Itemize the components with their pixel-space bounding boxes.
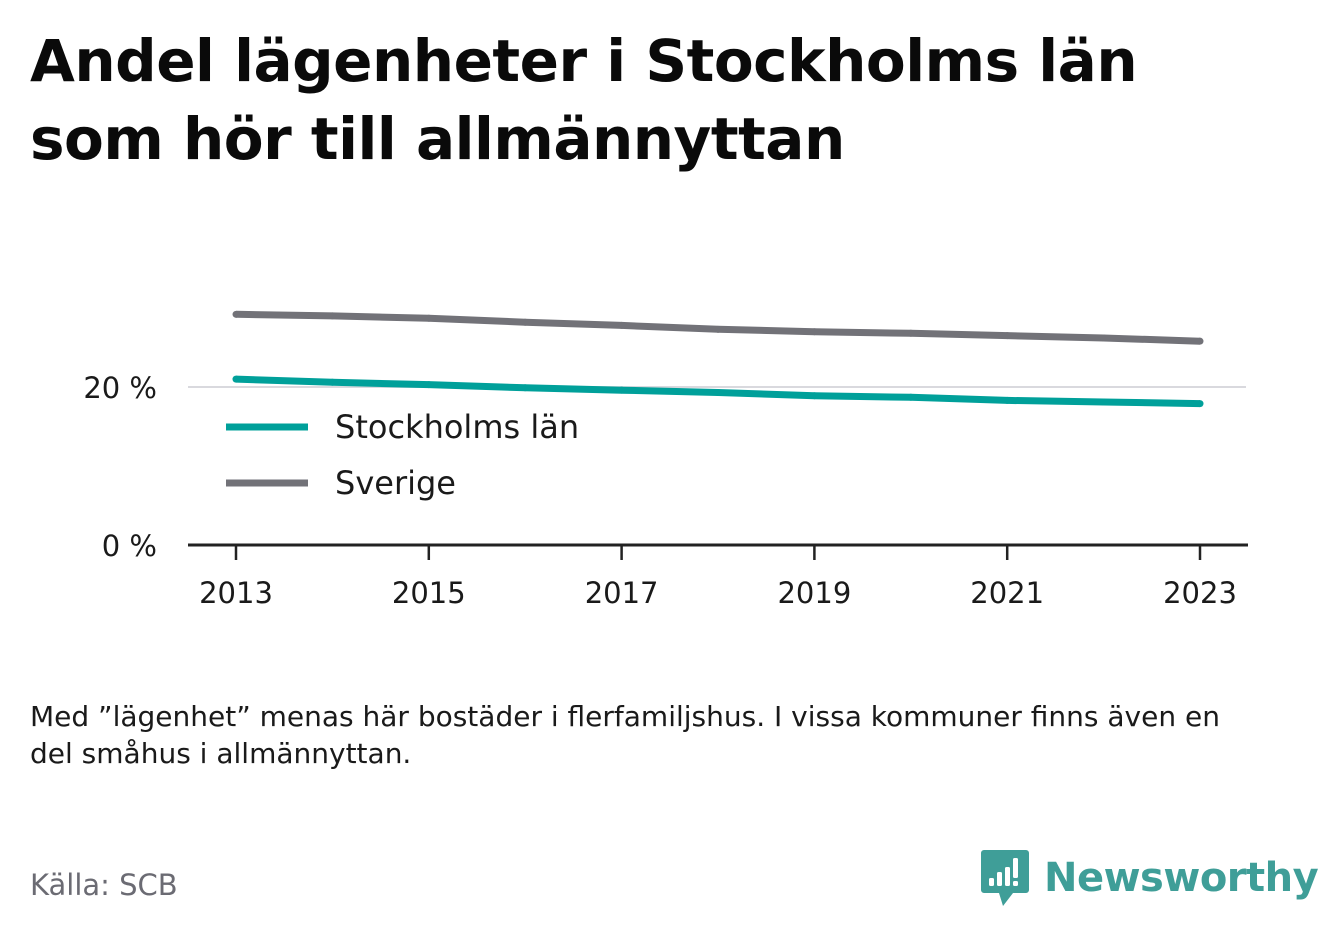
source-label: Källa: SCB bbox=[30, 868, 178, 902]
x-tick-label-2023: 2023 bbox=[1163, 576, 1237, 610]
chart-note: Med ”lägenhet” menas här bostäder i fler… bbox=[30, 700, 1220, 770]
x-tick-label-2017: 2017 bbox=[585, 576, 659, 610]
data-point-2-2021 bbox=[1003, 332, 1011, 340]
data-point-1-2020 bbox=[907, 393, 915, 401]
chart-title: Andel lägenheter i Stockholms län som hö… bbox=[30, 22, 1290, 178]
data-point-2-2018 bbox=[714, 325, 722, 333]
x-tick-label-2015: 2015 bbox=[392, 576, 466, 610]
brand-name: Newsworthy bbox=[1044, 855, 1319, 901]
data-point-1-2021 bbox=[1003, 396, 1011, 404]
data-point-1-2015 bbox=[425, 381, 433, 389]
data-point-1-2018 bbox=[714, 389, 722, 397]
data-point-2-2014 bbox=[328, 312, 336, 320]
x-tick-label-2019: 2019 bbox=[777, 576, 851, 610]
legend-label-2: Sverige bbox=[335, 464, 456, 502]
data-point-2-2020 bbox=[907, 329, 915, 337]
chart-title-line-2: som hör till allmännyttan bbox=[30, 105, 845, 173]
data-point-2-2023 bbox=[1196, 337, 1204, 345]
data-point-1-2014 bbox=[328, 378, 336, 386]
data-point-2-2016 bbox=[521, 318, 529, 326]
data-point-1-2017 bbox=[618, 386, 626, 394]
data-point-2-2013 bbox=[232, 310, 240, 318]
data-point-2-2017 bbox=[618, 321, 626, 329]
data-point-1-2022 bbox=[1100, 398, 1108, 406]
data-point-1-2019 bbox=[810, 392, 818, 400]
y-tick-label-20: 20 % bbox=[83, 371, 157, 405]
x-tick-label-2021: 2021 bbox=[970, 576, 1044, 610]
newsworthy-logo-icon bbox=[981, 850, 1029, 906]
brand: Newsworthy bbox=[980, 848, 1319, 908]
chart-title-line-1: Andel lägenheter i Stockholms län bbox=[30, 27, 1138, 95]
data-point-2-2022 bbox=[1100, 334, 1108, 342]
line-chart: 0 % 20 % 2013 2015 2017 2019 2021 2023 Stockholm… bbox=[83, 310, 1248, 610]
data-point-2-2015 bbox=[425, 314, 433, 322]
legend-label-1: Stockholms län bbox=[335, 408, 579, 446]
data-point-2-2019 bbox=[810, 328, 818, 336]
data-point-1-2016 bbox=[521, 384, 529, 392]
data-point-1-2023 bbox=[1196, 400, 1204, 408]
data-point-1-2013 bbox=[232, 375, 240, 383]
x-tick-label-2013: 2013 bbox=[199, 576, 273, 610]
y-tick-label-0: 0 % bbox=[102, 529, 157, 563]
